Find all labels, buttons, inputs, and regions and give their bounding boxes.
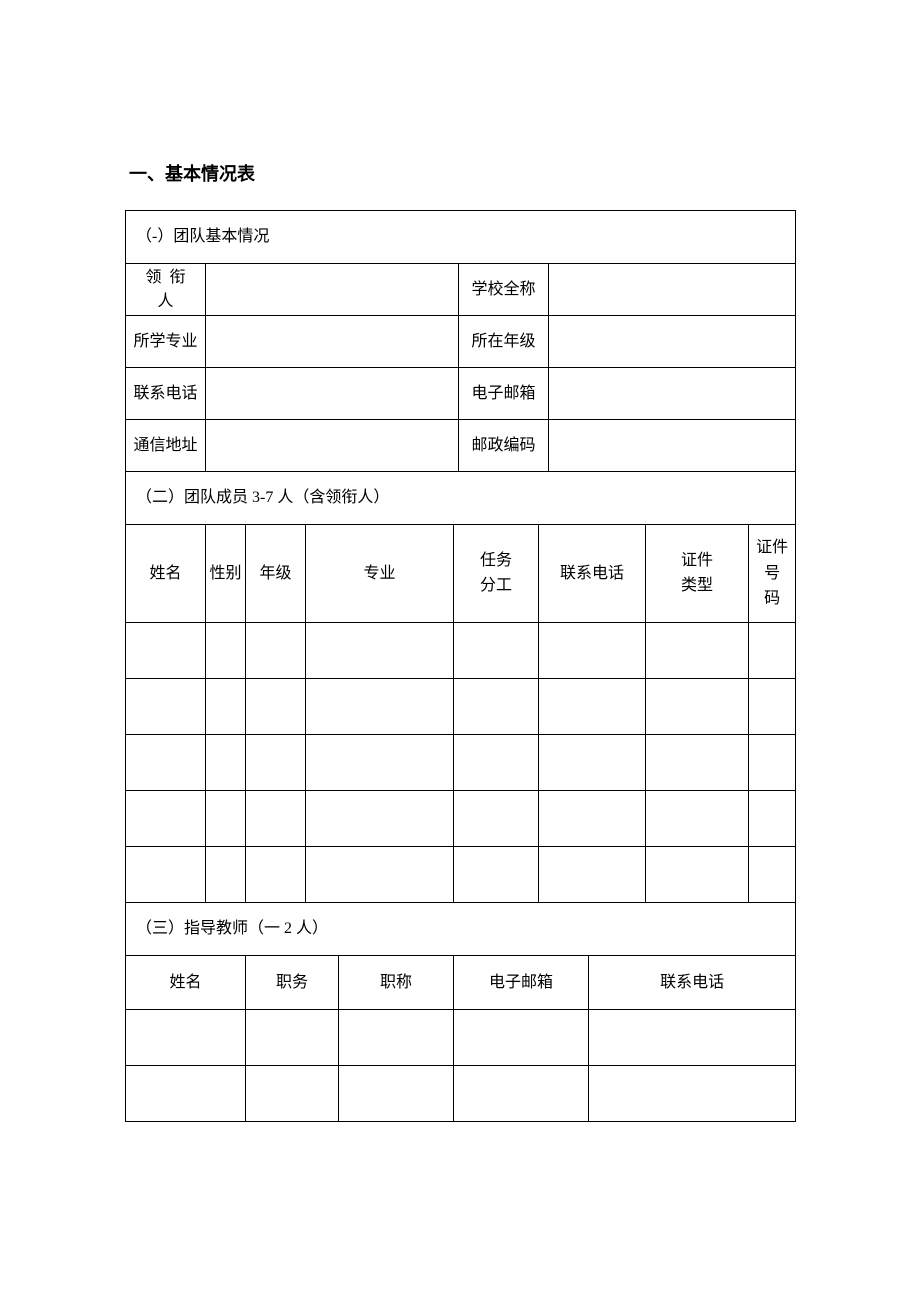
cell-task [454, 622, 539, 678]
cell-name [126, 846, 206, 902]
cell-major [306, 622, 454, 678]
col-t-position: 职务 [246, 955, 339, 1010]
cell-phone [539, 846, 646, 902]
page-title: 一、基本情况表 [125, 160, 795, 186]
label-school: 学校全称 [459, 264, 549, 316]
value-email [549, 368, 796, 420]
cell-t-email [454, 1010, 589, 1066]
cell-name [126, 734, 206, 790]
cell-t-title [339, 1066, 454, 1122]
col-major: 专业 [306, 525, 454, 623]
section1-row: 通信地址 邮政编码 [126, 420, 796, 472]
cell-name [126, 678, 206, 734]
col-gender: 性别 [206, 525, 246, 623]
cell-grade [246, 790, 306, 846]
cell-gender [206, 734, 246, 790]
label-postcode: 邮政编码 [459, 420, 549, 472]
col-t-title: 职称 [339, 955, 454, 1010]
col-t-email: 电子邮箱 [454, 955, 589, 1010]
cell-gender [206, 622, 246, 678]
cell-major [306, 790, 454, 846]
cell-idnum [749, 846, 796, 902]
cell-phone [539, 678, 646, 734]
label-grade: 所在年级 [459, 316, 549, 368]
cell-major [306, 734, 454, 790]
cell-idnum [749, 678, 796, 734]
section2-heading: （二）团队成员 3-7 人（含领衔人） [126, 472, 796, 525]
cell-grade [246, 622, 306, 678]
label-phone: 联系电话 [126, 368, 206, 420]
col-task: 任务 分工 [454, 525, 539, 623]
col-phone: 联系电话 [539, 525, 646, 623]
section1-row: 所学专业 所在年级 [126, 316, 796, 368]
cell-t-email [454, 1066, 589, 1122]
col-t-phone: 联系电话 [589, 955, 796, 1010]
value-postcode [549, 420, 796, 472]
cell-task [454, 678, 539, 734]
section3-row [126, 1066, 796, 1122]
label-major: 所学专业 [126, 316, 206, 368]
section2-row [126, 734, 796, 790]
cell-major [306, 678, 454, 734]
cell-t-name [126, 1010, 246, 1066]
cell-t-phone [589, 1010, 796, 1066]
cell-idtype [646, 678, 749, 734]
cell-idtype [646, 622, 749, 678]
cell-idtype [646, 734, 749, 790]
section3-header-row: 姓名 职务 职称 电子邮箱 联系电话 [126, 955, 796, 1010]
cell-phone [539, 622, 646, 678]
value-address [206, 420, 459, 472]
cell-grade [246, 678, 306, 734]
form-page: 一、基本情况表 （-）团队基本情况 领衔人 学校全称 [125, 160, 795, 1122]
cell-t-position [246, 1066, 339, 1122]
section2-header-row: 姓名 性别 年级 专业 任务 分工 联系电话 证件 类型 证件号 码 [126, 525, 796, 623]
label-leader: 领衔人 [126, 264, 206, 316]
value-school [549, 264, 796, 316]
section2-row [126, 846, 796, 902]
cell-idnum [749, 790, 796, 846]
cell-gender [206, 846, 246, 902]
cell-gender [206, 678, 246, 734]
cell-idtype [646, 846, 749, 902]
cell-t-name [126, 1066, 246, 1122]
cell-task [454, 846, 539, 902]
basic-info-table: （-）团队基本情况 领衔人 学校全称 所学专业 所在年级 联系电话 电子邮箱 通… [125, 210, 796, 1122]
cell-grade [246, 734, 306, 790]
cell-name [126, 622, 206, 678]
value-phone [206, 368, 459, 420]
section2-row [126, 678, 796, 734]
label-email: 电子邮箱 [459, 368, 549, 420]
section1-heading: （-）团队基本情况 [126, 211, 796, 264]
col-name: 姓名 [126, 525, 206, 623]
section3-row [126, 1010, 796, 1066]
section1-row: 联系电话 电子邮箱 [126, 368, 796, 420]
cell-task [454, 734, 539, 790]
cell-name [126, 790, 206, 846]
col-grade: 年级 [246, 525, 306, 623]
label-address: 通信地址 [126, 420, 206, 472]
section2-row [126, 622, 796, 678]
cell-phone [539, 734, 646, 790]
cell-t-title [339, 1010, 454, 1066]
cell-task [454, 790, 539, 846]
cell-idtype [646, 790, 749, 846]
cell-gender [206, 790, 246, 846]
cell-phone [539, 790, 646, 846]
section3-heading: （三）指导教师（一 2 人） [126, 902, 796, 955]
value-major [206, 316, 459, 368]
cell-idnum [749, 622, 796, 678]
cell-t-position [246, 1010, 339, 1066]
cell-t-phone [589, 1066, 796, 1122]
cell-major [306, 846, 454, 902]
col-idnum: 证件号 码 [749, 525, 796, 623]
col-idtype: 证件 类型 [646, 525, 749, 623]
value-leader [206, 264, 459, 316]
section2-row [126, 790, 796, 846]
section1-row: 领衔人 学校全称 [126, 264, 796, 316]
cell-idnum [749, 734, 796, 790]
value-grade [549, 316, 796, 368]
col-t-name: 姓名 [126, 955, 246, 1010]
cell-grade [246, 846, 306, 902]
